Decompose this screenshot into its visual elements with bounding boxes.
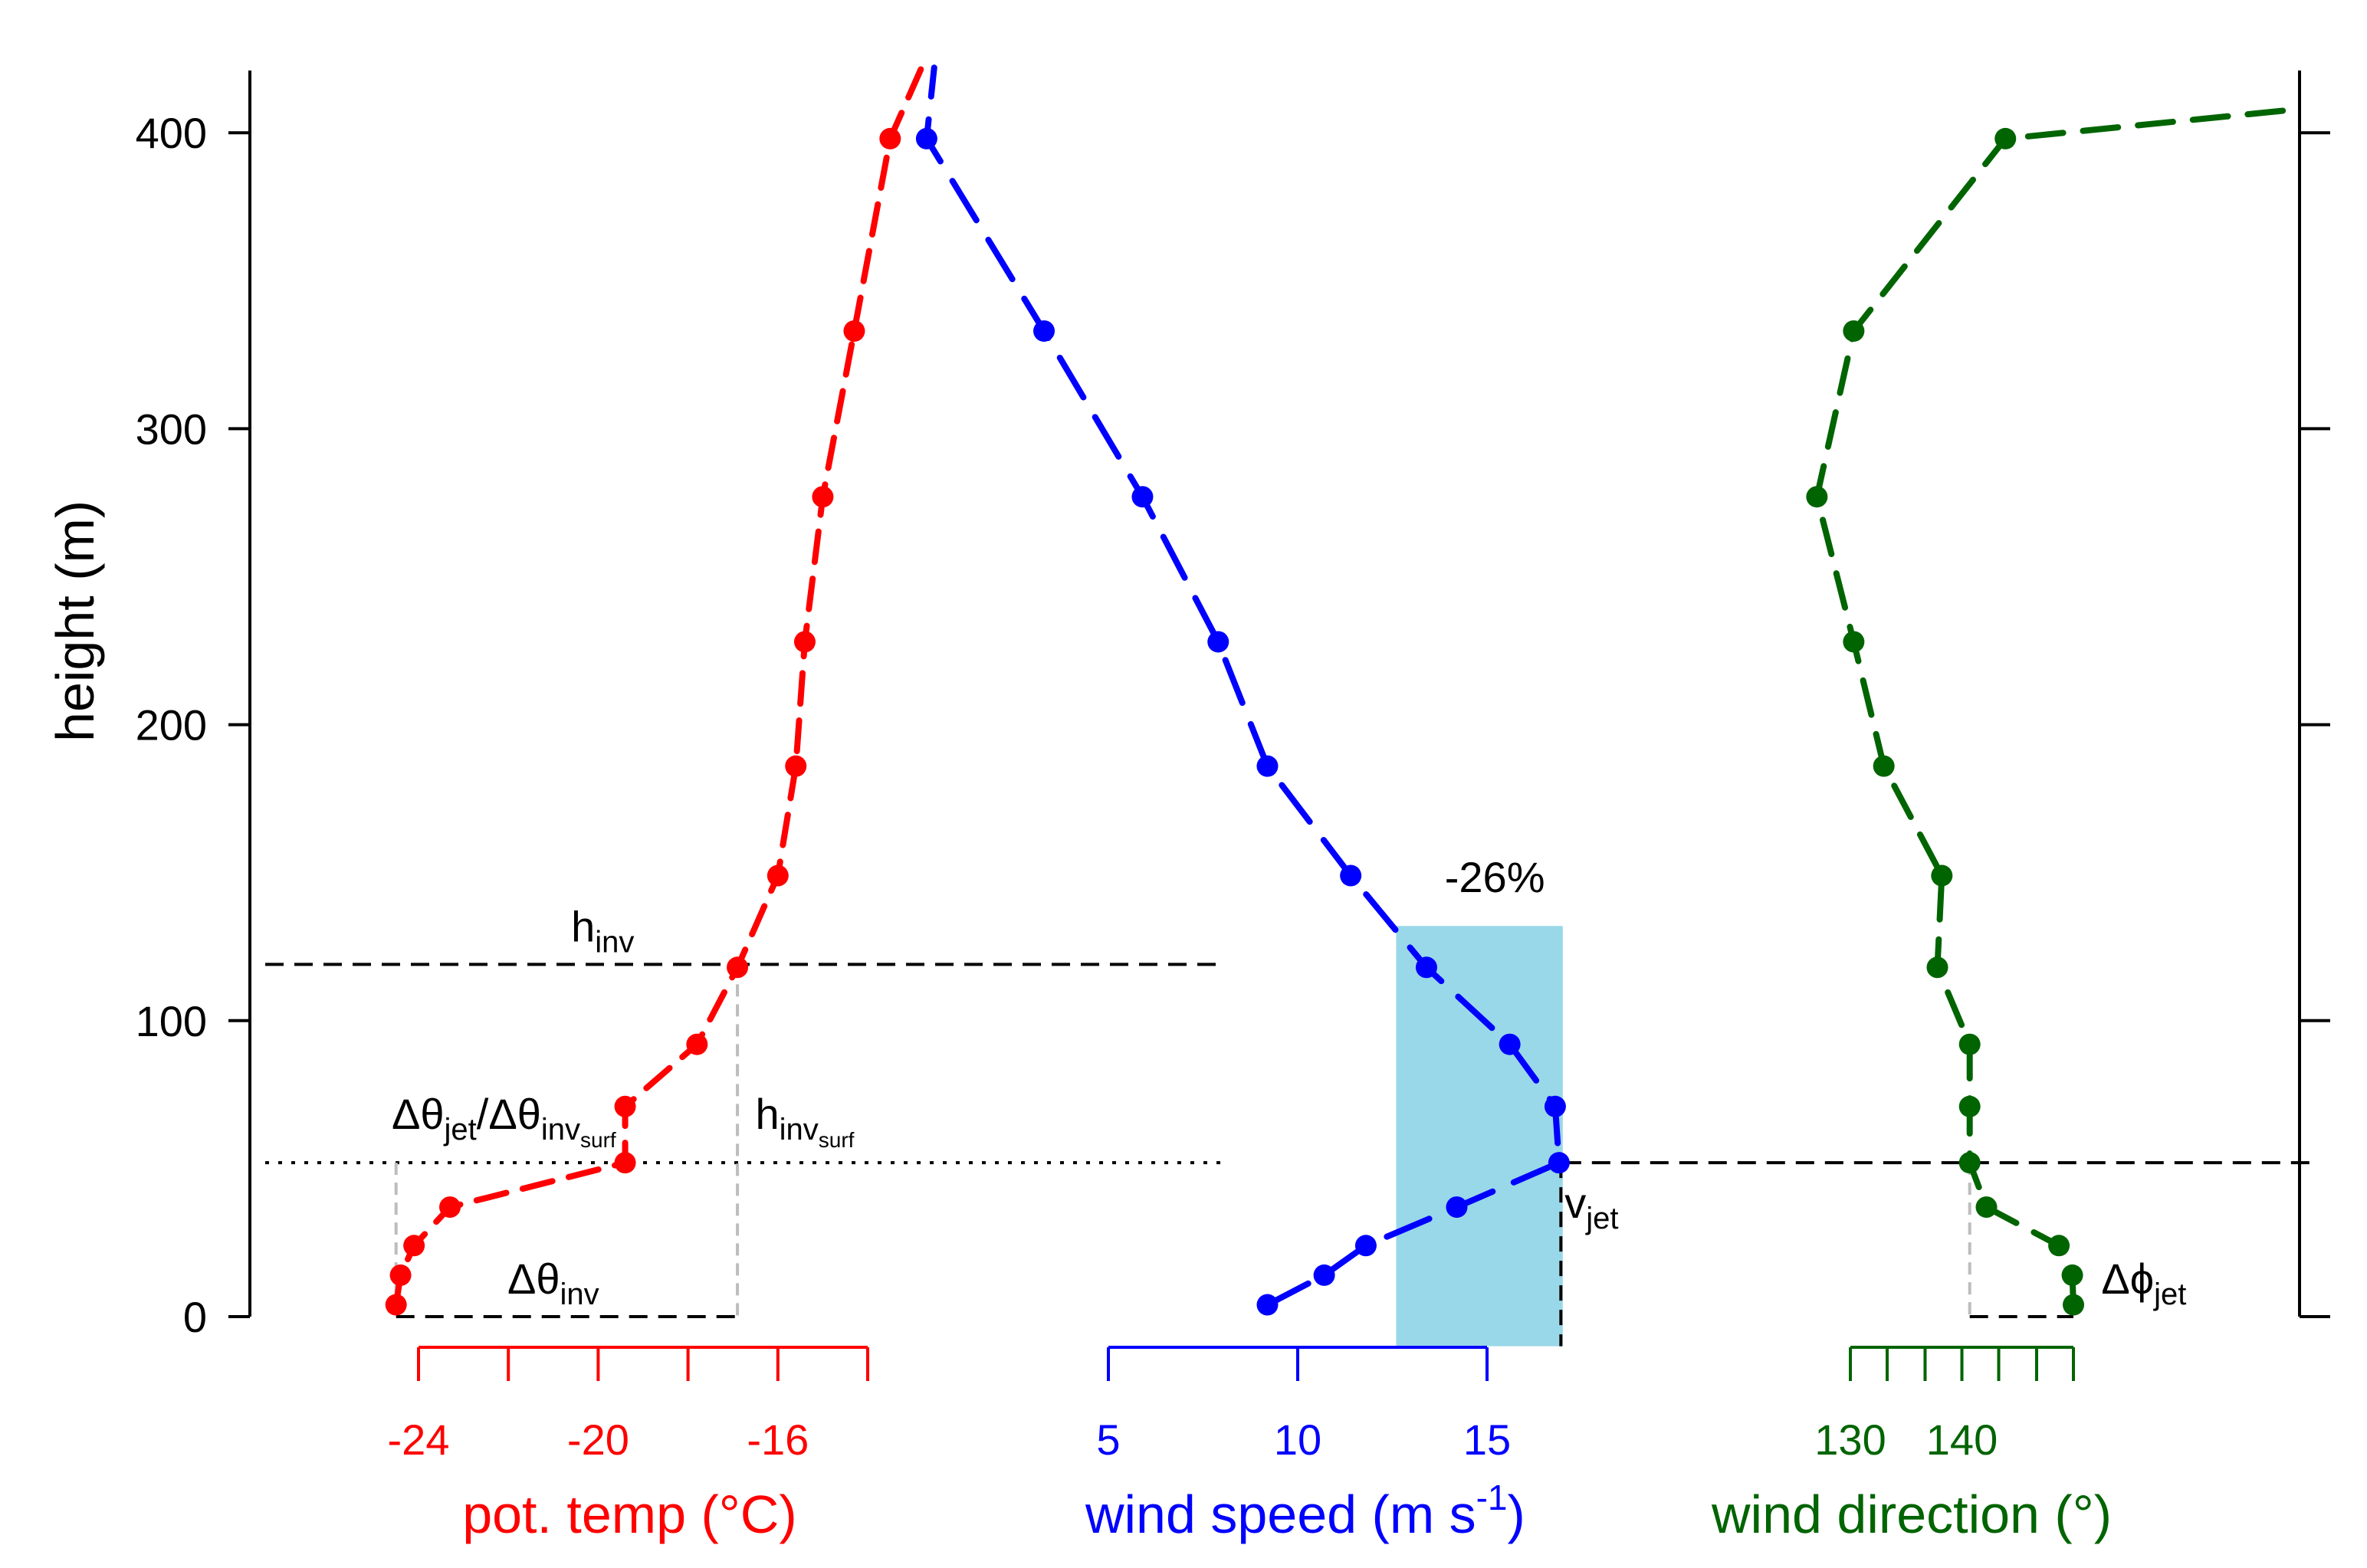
dtheta-jet-ratio-label: Δθjet/Δθinvsurf [392,1090,616,1152]
wind_speed-point [1340,864,1362,887]
v-jet-main: v [1564,1179,1586,1227]
wind-speed-title-end: ) [1508,1484,1525,1544]
wind-direction-axis: 130 140 [1814,1346,2075,1464]
wind_direction-point [2061,1264,2083,1286]
jet-reduction-label: -26% [1445,853,1545,901]
pot-temp-tick-label: -20 [567,1415,629,1464]
y-tick-label: 400 [136,109,207,157]
h-inv-sub: inv [595,925,634,959]
potential_temperature-point [614,1095,636,1117]
wind_speed-point [1256,755,1279,777]
potential_temperature-point [686,1033,708,1055]
dtheta-inv-label-sub: inv [560,1278,599,1311]
y-axis-title: height (m) [45,500,105,742]
h-inv-surf-main: h [755,1090,779,1138]
h-inv-surf-subsub: surf [819,1128,855,1152]
y-axis: 0 100 200 300 400 [136,109,2330,1341]
frame-axes [248,71,2301,1317]
wind-speed-title-sup: -1 [1476,1478,1508,1517]
wind-speed-axis: 5 10 15 [1096,1346,1511,1464]
v-jet-sub: jet [1585,1202,1618,1235]
potential_temperature-point [385,1294,407,1316]
wind_direction-point [1806,486,1828,508]
wind_direction-series [1806,106,2303,1316]
wind_direction-point [1958,1095,1981,1117]
wind_speed-point [1256,1294,1279,1316]
wind_speed-series [915,64,1570,1316]
dtheta-jet-sub: jet [444,1113,477,1146]
wind_speed-point [915,127,937,149]
y-tick-label: 100 [136,997,207,1045]
series-group [385,64,2303,1316]
wind_direction-line [1814,106,2303,1308]
potential_temperature-series [385,64,925,1316]
potential_temperature-point [793,631,816,653]
h-inv-label: hinv [571,902,634,959]
y-tick-label: 300 [136,405,207,453]
potential_temperature-point [879,127,901,149]
wind-speed-tick-label: 15 [1463,1415,1511,1464]
wind_speed-point [1548,1152,1570,1174]
pot-temp-tick-label: -16 [747,1415,809,1464]
dtheta-inv-main: /Δθ [477,1090,541,1138]
wind_direction-point [2063,1294,2084,1316]
wind-direction-tick-label: 140 [1926,1415,1998,1464]
wind-speed-title-main: wind speed (m s [1085,1484,1476,1544]
dtheta-jet-main: Δθ [392,1090,445,1138]
potential_temperature-point [785,755,807,777]
pot-temp-axis: -24 -20 -16 [388,1346,869,1464]
potential_temperature-point [843,320,865,342]
wind_direction-point [1958,1033,1981,1055]
wind_speed-point [1499,1033,1521,1055]
wind-direction-axis-title: wind direction (°) [1711,1484,2112,1544]
dtheta-inv-label: Δθinv [507,1255,599,1311]
potential_temperature-point [812,486,834,508]
potential_temperature-point [389,1264,412,1286]
dphi-jet-main: Δϕ [2101,1255,2154,1303]
dtheta-inv-subsub: surf [580,1128,616,1152]
wind-direction-tick-label: 130 [1814,1415,1886,1464]
potential_temperature-point [767,864,789,887]
wind_speed-point [1446,1196,1468,1219]
wind_speed-point [1544,1095,1566,1117]
wind_speed-point [1207,631,1229,653]
wind_direction-point [1843,631,1865,653]
wind_direction-point [1975,1196,1998,1219]
wind_direction-point [1873,755,1895,777]
dtheta-inv-label-main: Δθ [507,1255,560,1303]
wind_speed-point [1033,320,1055,342]
h-inv-surf-label: hinvsurf [755,1090,854,1152]
v-jet-label: vjet [1564,1179,1618,1235]
wind_direction-point [2048,1235,2070,1257]
potential_temperature-point [403,1235,425,1257]
wind_direction-point [1994,127,2017,149]
wind-speed-tick-label: 10 [1274,1415,1321,1464]
wind_speed-point [1313,1264,1335,1286]
y-tick-label: 0 [183,1293,207,1341]
x-axes: -24 -20 -16 5 10 15 130 140 [388,1346,2075,1464]
h-inv-surf-sub: inv [780,1113,819,1146]
potential_temperature-point [727,956,749,979]
dphi-jet-label: Δϕjet [2101,1255,2186,1311]
pot-temp-axis-title: pot. temp (°C) [462,1484,796,1544]
wind_direction-point [1843,320,1865,342]
wind_speed-point [1131,486,1154,508]
wind-speed-tick-label: 5 [1096,1415,1120,1464]
wind_speed-point [1354,1235,1377,1257]
jet-shaded-region [1396,926,1563,1347]
pot-temp-tick-label: -24 [388,1415,450,1464]
wind_direction-point [1958,1152,1981,1174]
h-inv-main: h [571,902,595,950]
dtheta-inv-sub: inv [541,1113,580,1146]
potential_temperature-point [439,1196,461,1219]
wind_direction-point [1926,956,1948,979]
wind_speed-point [1415,956,1437,979]
y-tick-label: 200 [136,701,207,750]
wind_direction-point [1931,864,1953,887]
potential_temperature-point [614,1152,636,1174]
dphi-jet-sub: jet [2153,1278,2186,1311]
wind-speed-axis-title: wind speed (m s-1) [1085,1478,1525,1544]
